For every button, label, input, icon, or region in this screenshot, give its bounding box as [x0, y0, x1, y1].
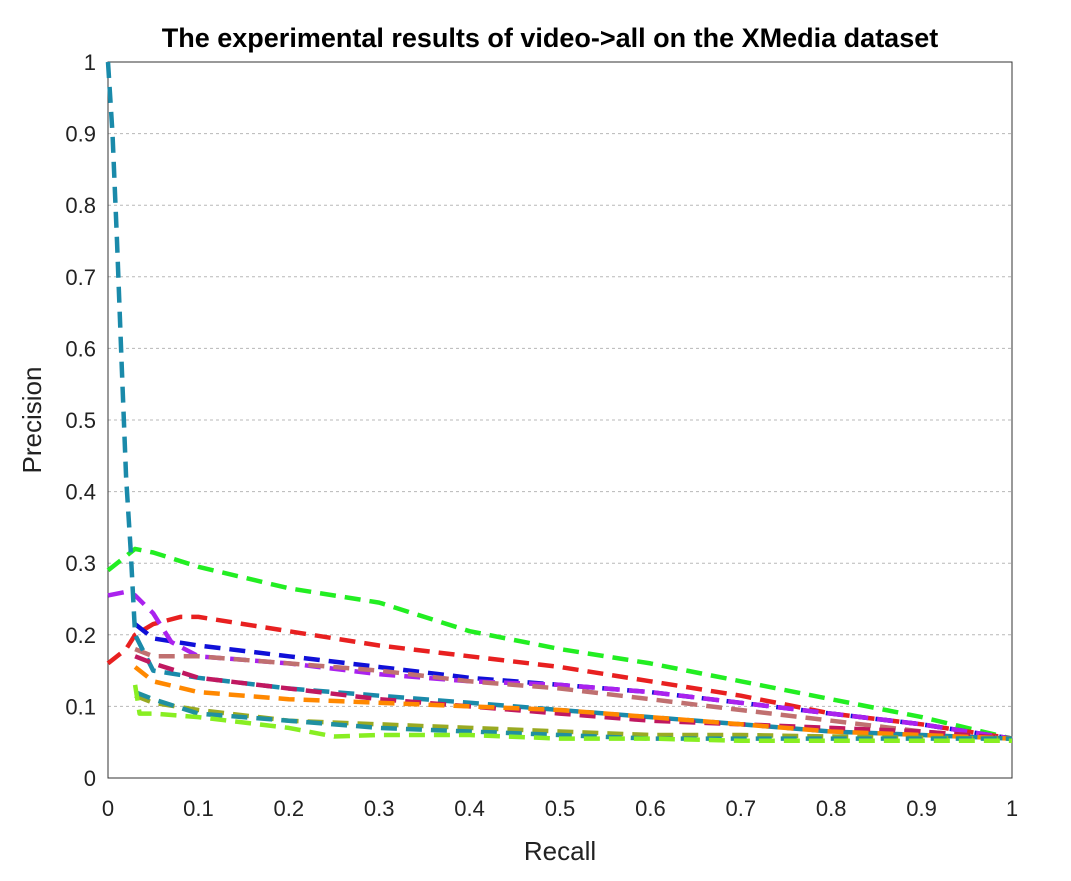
- y-tick-label: 0.4: [65, 480, 96, 505]
- series-line-11: [132, 684, 1012, 744]
- series-line-2: [106, 614, 1013, 741]
- series-line-4: [107, 589, 1013, 741]
- y-tick-label: 0.3: [65, 551, 96, 576]
- x-tick-label: 0.8: [816, 796, 847, 821]
- x-tick-label: 0.9: [906, 796, 937, 821]
- y-tick-label: 0.2: [65, 623, 96, 648]
- x-tick-label: 1: [1006, 796, 1018, 821]
- x-tick-label: 0.1: [183, 796, 214, 821]
- x-tick-label: 0: [102, 796, 114, 821]
- x-tick-label: 0.5: [545, 796, 576, 821]
- y-tick-label: 0: [84, 766, 96, 791]
- x-tick-label: 0.4: [454, 796, 485, 821]
- plot-frame: [107, 61, 1013, 779]
- y-tick-label: 0.1: [65, 694, 96, 719]
- x-tick-label: 0.6: [635, 796, 666, 821]
- y-tick-label: 0.8: [65, 193, 96, 218]
- series-line-8: [133, 665, 1013, 741]
- y-axis-label: Precision: [17, 367, 47, 474]
- series-line-5: [134, 647, 1013, 741]
- series-line-1: [106, 546, 1013, 741]
- chart-title: The experimental results of video->all o…: [162, 23, 938, 53]
- y-tick-label: 0.9: [65, 122, 96, 147]
- y-tick-label: 0.7: [65, 265, 96, 290]
- y-tick-label: 0.5: [65, 408, 96, 433]
- x-tick-label: 0.2: [274, 796, 305, 821]
- x-axis-label: Recall: [524, 836, 596, 866]
- x-tick-labels: 0 0.1 0.2 0.3 0.4 0.5 0.6 0.7 0.8 0.9 1: [102, 796, 1018, 821]
- x-tick-label: 0.7: [726, 796, 757, 821]
- y-tick-label: 0.6: [65, 336, 96, 361]
- y-tick-label: 1: [84, 50, 96, 75]
- x-tick-label: 0.3: [364, 796, 395, 821]
- grid-lines: [108, 133, 1012, 707]
- series-lines: [105, 61, 1013, 744]
- y-tick-labels: 0 0.1 0.2 0.3 0.4 0.5 0.6 0.7 0.8 0.9 1: [65, 50, 96, 791]
